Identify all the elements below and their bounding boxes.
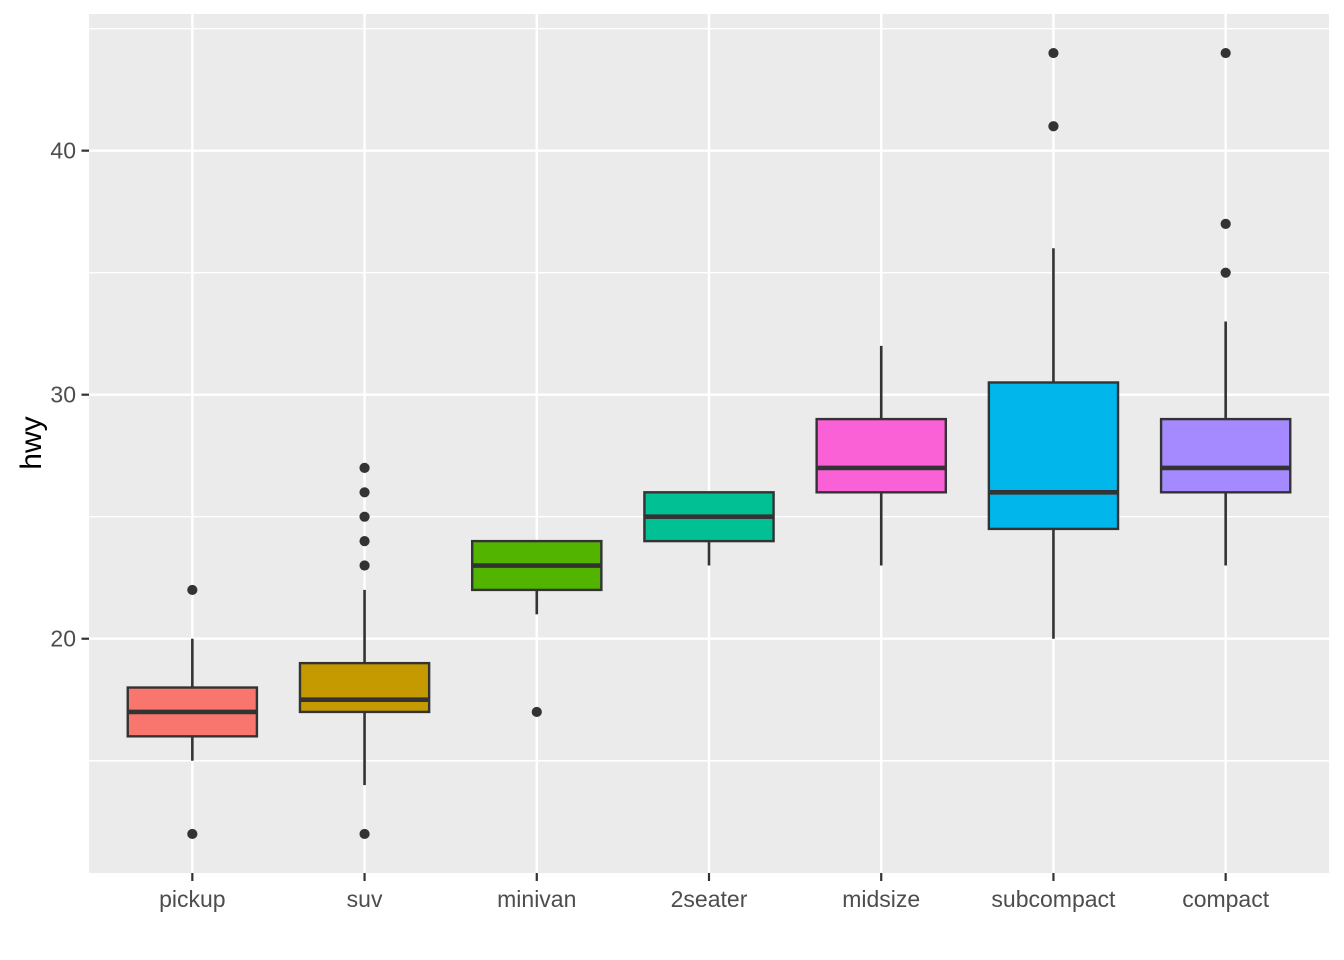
outlier-compact-37 (1220, 218, 1231, 229)
y-tick-label-20: 20 (50, 626, 76, 652)
x-tick-label-suv: suv (347, 886, 383, 912)
outlier-pickup-22 (187, 584, 198, 596)
x-tick-label-midsize: midsize (842, 886, 920, 912)
x-tick-label-compact: compact (1182, 886, 1270, 912)
x-tick-label-subcompact: subcompact (991, 886, 1116, 912)
outlier-suv-27 (359, 462, 370, 474)
outlier-compact-44 (1220, 47, 1231, 59)
outlier-compact-35 (1220, 267, 1231, 278)
outlier-suv-24 (359, 536, 370, 547)
outlier-pickup-12 (187, 828, 198, 840)
x-tick-label-pickup: pickup (159, 886, 225, 912)
x-tick-label-minivan: minivan (497, 886, 576, 912)
outlier-subcompact-41 (1048, 121, 1059, 132)
outlier-suv-26 (359, 487, 370, 498)
outlier-suv-12 (359, 828, 370, 840)
box-suv (298, 661, 431, 714)
outlier-suv-25 (359, 511, 370, 522)
outlier-minivan-17 (531, 706, 542, 718)
y-axis-title: hwy (15, 416, 48, 470)
y-tick-label-30: 30 (50, 382, 76, 408)
outlier-suv-23 (359, 560, 370, 571)
y-tick-label-40: 40 (50, 138, 76, 164)
box-subcompact (987, 381, 1120, 531)
box-midsize (815, 417, 948, 494)
x-tick-label-2seater: 2seater (671, 886, 748, 912)
outlier-subcompact-44 (1048, 47, 1059, 59)
box-compact (1159, 417, 1292, 494)
